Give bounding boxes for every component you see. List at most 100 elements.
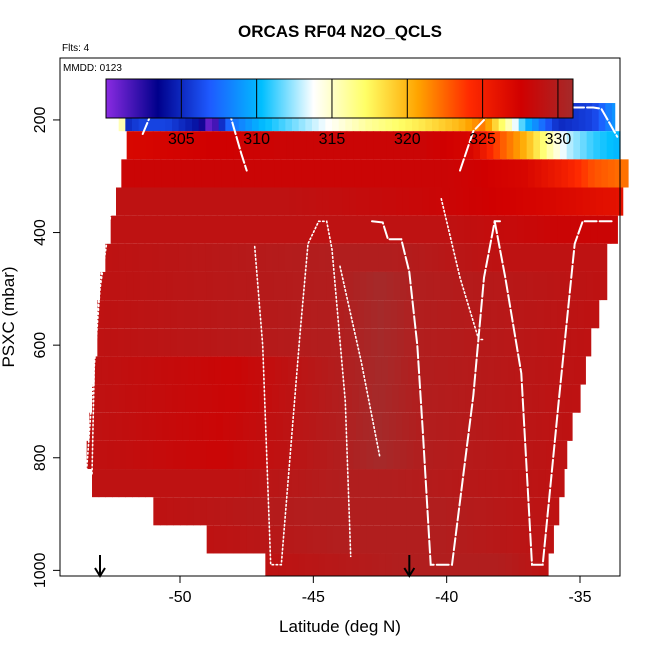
heatmap-cell [197,328,205,357]
heatmap-cell [132,469,140,498]
heatmap-cell [241,159,249,188]
heatmap-cell [217,215,225,244]
heatmap-cell [168,159,176,188]
heatmap-cell [578,103,586,132]
heatmap-cell [545,384,553,413]
heatmap-cell [460,525,468,554]
heatmap-cell [286,525,294,554]
heatmap-cell [238,384,246,413]
heatmap-cell [537,300,545,329]
heatmap-cell [460,271,468,301]
heatmap-cell [350,215,358,244]
x-tick-label: -50 [168,589,191,606]
heatmap-cell [317,215,325,244]
heatmap-cell [430,328,438,357]
heatmap-cell [333,271,341,301]
heatmap-cell [176,412,184,441]
heatmap-cell [105,469,113,498]
heatmap-cell [330,300,338,329]
heatmap-cell [458,243,466,272]
heatmap-cell [518,469,526,498]
heatmap-cell [249,187,257,216]
heatmap-cell [361,159,369,188]
heatmap-cell [234,159,242,188]
heatmap-cell [426,271,434,301]
heatmap-cell [473,497,481,526]
heatmap-cell [496,187,504,216]
heatmap-cell [370,328,378,357]
heatmap-cell [140,271,148,301]
heatmap-cell [488,356,496,385]
heatmap-cell [517,300,525,329]
heatmap-cell [249,412,257,441]
heatmap-cell [300,131,308,160]
heatmap-cell [373,131,381,160]
heatmap-cell [277,300,285,329]
heatmap-cell [413,131,421,160]
heatmap-cell [424,328,432,357]
heatmap-cell [284,300,292,329]
heatmap-cell [478,384,486,413]
heatmap-cell [172,469,180,498]
heatmap-cell [461,356,469,385]
heatmap-cell [568,356,576,385]
heatmap-cell [569,187,577,216]
heatmap-cell [434,356,442,385]
heatmap-cell [356,187,364,216]
heatmap-cell [552,243,560,272]
heatmap-cell [316,187,324,216]
heatmap-cell [550,300,558,329]
heatmap-cell [520,440,528,470]
heatmap-cell [130,300,138,329]
heatmap-cell [157,215,165,244]
heatmap-cell [553,497,560,526]
heatmap-cell [334,159,342,188]
heatmap-cell [220,440,228,470]
heatmap-cell [384,328,392,357]
heatmap-cell [542,412,550,441]
heatmap-cell [598,243,606,272]
heatmap-cell [312,469,320,498]
heatmap-cell [533,525,541,554]
heatmap-cell [166,271,174,301]
heatmap-cell [380,440,388,470]
heatmap-cell [546,497,554,526]
heatmap-cell [206,497,214,526]
heatmap-cell [254,356,262,385]
heatmap-cell [152,243,160,272]
heatmap-cell [358,243,366,272]
heatmap-cell [266,440,274,470]
heatmap-cell [138,384,146,413]
heatmap-cell [524,300,532,329]
heatmap-cell [156,187,164,216]
heatmap-cell [601,159,609,188]
heatmap-cell [292,553,300,576]
heatmap-cell [301,356,309,385]
heatmap-cell [544,328,552,357]
heatmap-cell [372,553,380,576]
heatmap-cell [325,553,333,576]
heatmap-cell [212,469,220,498]
heatmap-cell [205,243,213,272]
heatmap-cell [340,131,348,160]
heatmap-cell [456,412,464,441]
heatmap-cell [240,497,248,526]
heatmap-cell [445,384,453,413]
heatmap-cell [418,469,426,498]
heatmap-cell [338,384,346,413]
heatmap-cell [589,187,597,216]
heatmap-cell [110,328,118,357]
heatmap-cell [461,159,469,188]
heatmap-cell [245,469,253,498]
heatmap-cell [446,525,454,554]
heatmap-cell [501,159,509,188]
heatmap-cell [513,525,521,554]
heatmap-cell [273,131,281,160]
heatmap-cell [120,440,128,470]
heatmap-cell [460,440,468,470]
heatmap-cell [177,328,185,357]
heatmap-cell [242,412,250,441]
heatmap-cell [218,469,226,498]
heatmap-cell [374,356,382,385]
heatmap-cell [273,497,281,526]
